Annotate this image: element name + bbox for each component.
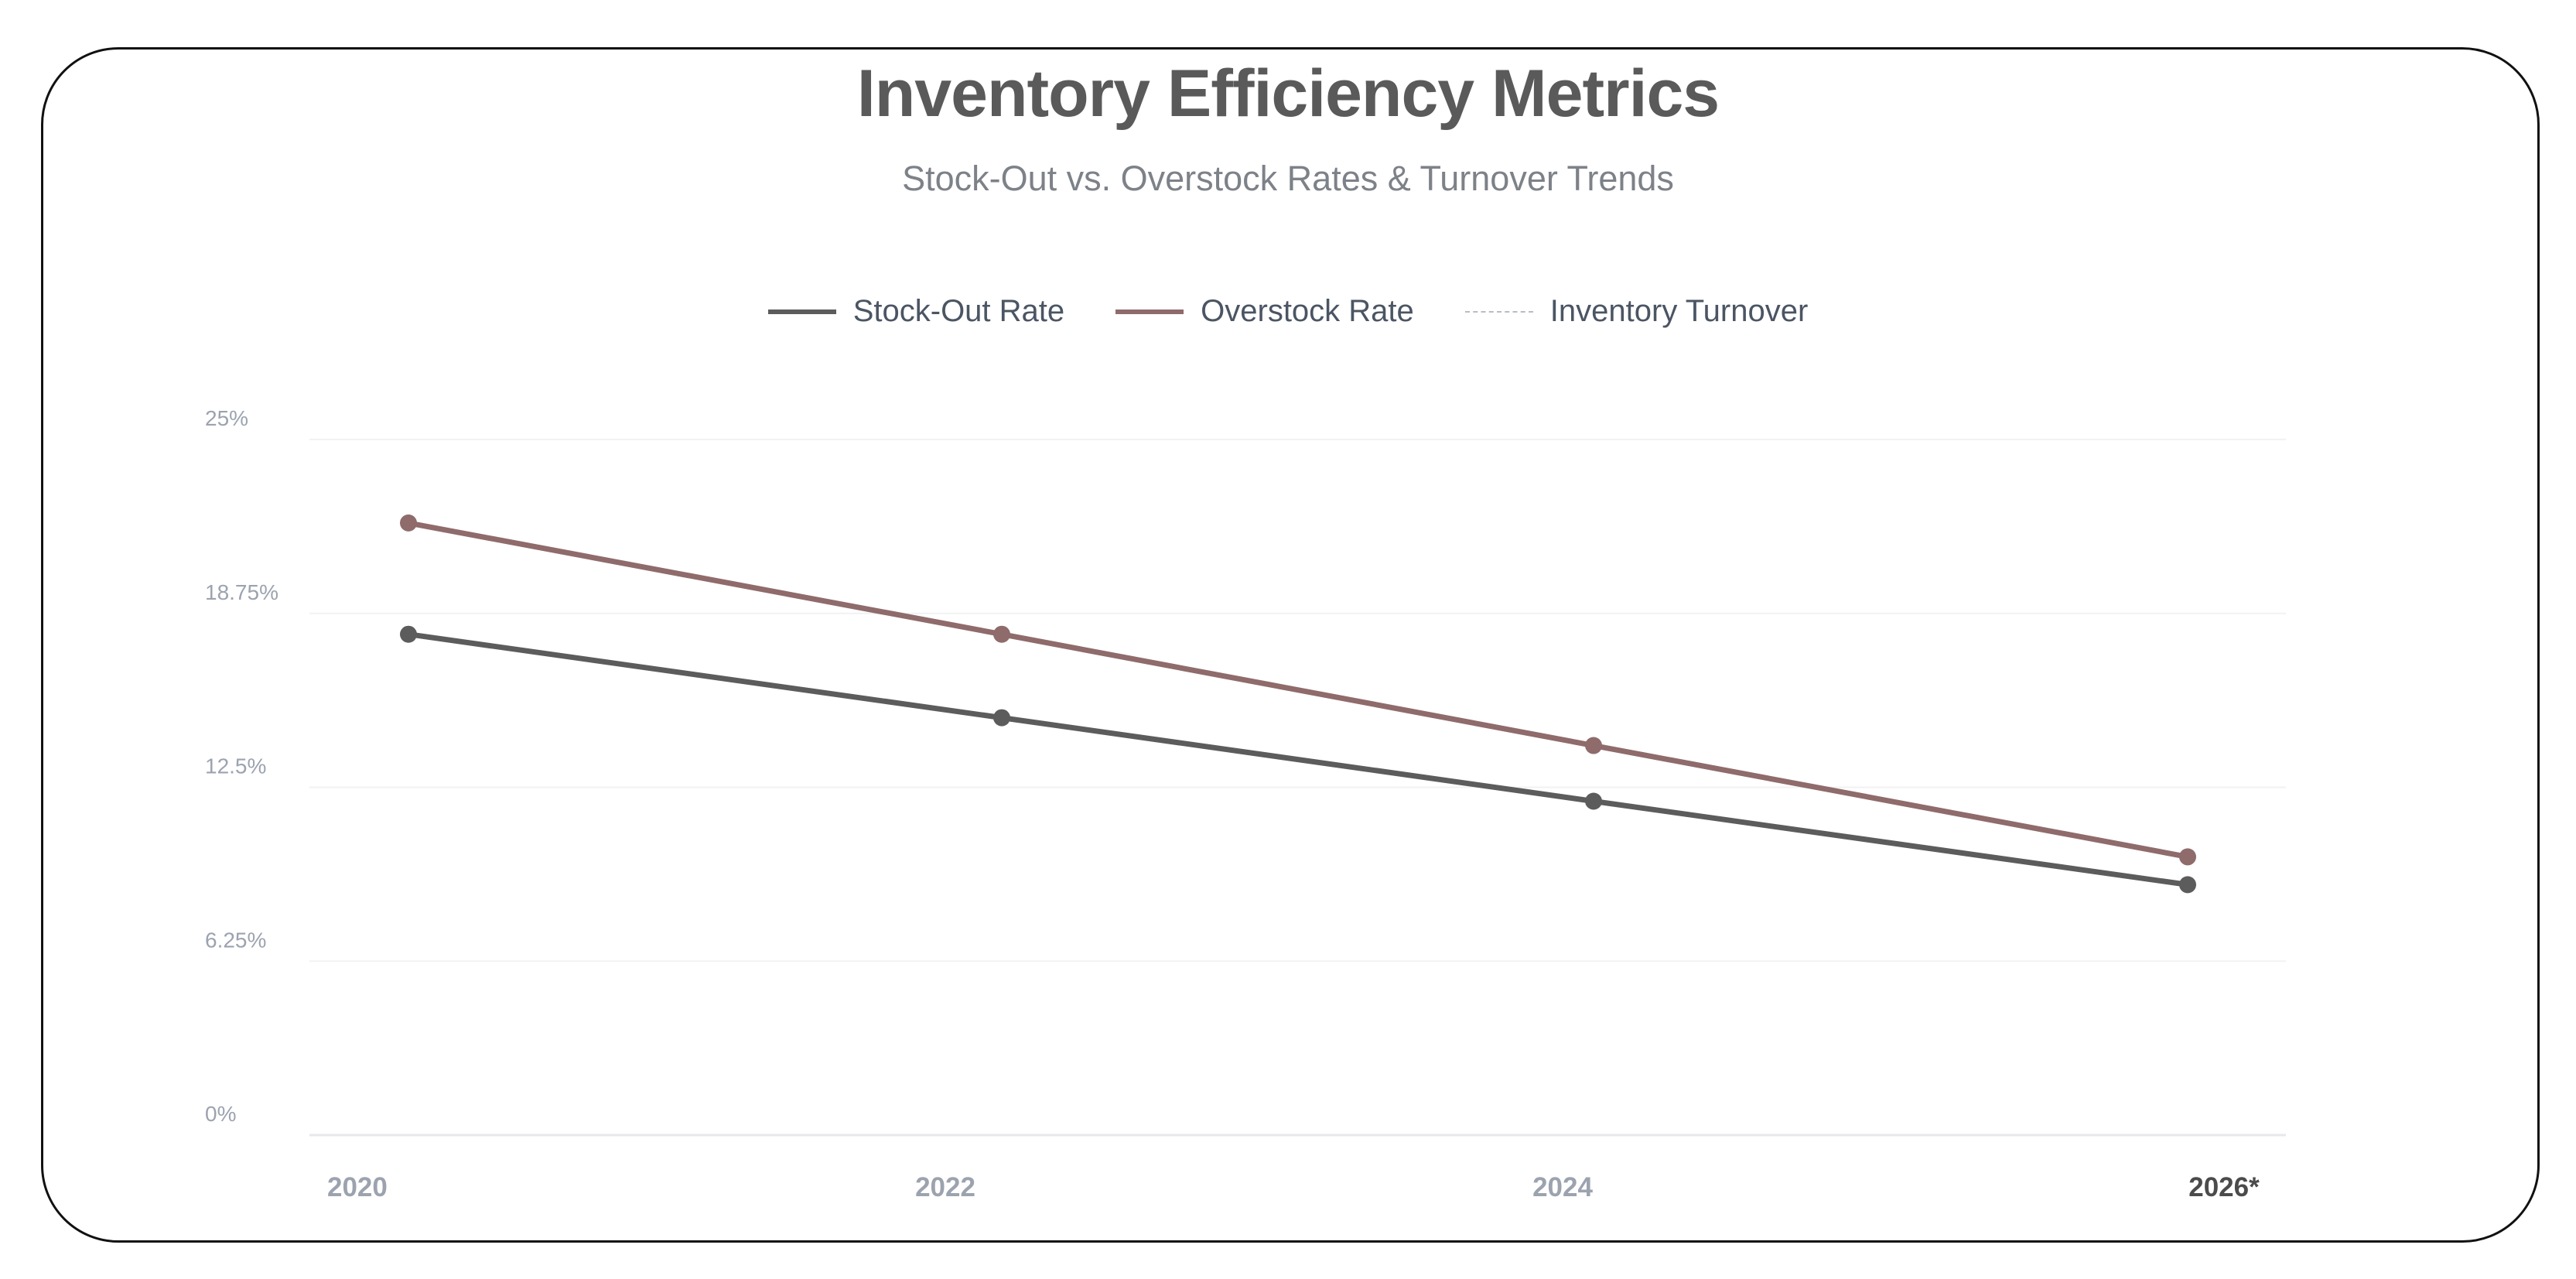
- legend-label-stock-out: Stock-Out Rate: [852, 294, 1065, 328]
- legend-label-overstock: Overstock Rate: [1201, 294, 1414, 328]
- data-point: [2179, 876, 2196, 894]
- data-point: [993, 709, 1010, 727]
- legend-swatch-overstock: [1115, 309, 1184, 314]
- chart-subtitle: Stock-Out vs. Overstock Rates & Turnover…: [902, 159, 1674, 198]
- x-axis: 2020 2022 2024 2026*: [327, 1172, 2260, 1202]
- y-tick-label: 18.75%: [205, 580, 278, 604]
- x-tick-label: 2024: [1532, 1172, 1593, 1202]
- legend-swatch-stock-out: [767, 309, 836, 314]
- series-line-0: [405, 631, 2191, 887]
- y-tick-label: 12.5%: [205, 754, 266, 778]
- y-tick-label: 0%: [205, 1102, 236, 1126]
- chart-title: Inventory Efficiency Metrics: [856, 56, 1720, 131]
- legend-label-turnover: Inventory Turnover: [1549, 294, 1809, 328]
- chart-card: [41, 47, 2540, 1243]
- legend-swatch-turnover: [1464, 310, 1533, 313]
- x-tick-label: 2022: [915, 1172, 975, 1202]
- data-point: [1585, 792, 1602, 810]
- y-axis: 0% 6.25% 12.5% 18.75% 25%: [205, 406, 278, 1126]
- grid-lines: [309, 439, 2286, 1137]
- data-point: [993, 625, 1010, 643]
- y-tick-label: 25%: [205, 406, 248, 430]
- y-tick-label: 6.25%: [205, 928, 266, 952]
- data-point: [400, 514, 417, 532]
- chart-legend: Stock-Out Rate Overstock Rate Inventory …: [0, 294, 2576, 329]
- legend-item-stock-out[interactable]: Stock-Out Rate: [767, 294, 1065, 329]
- series-lines: [400, 514, 2196, 894]
- legend-item-turnover[interactable]: Inventory Turnover: [1464, 294, 1809, 329]
- x-tick-label: 2020: [327, 1172, 388, 1202]
- x-tick-label: 2026*: [2188, 1172, 2260, 1202]
- series-line-1: [405, 520, 2191, 860]
- legend-item-overstock[interactable]: Overstock Rate: [1115, 294, 1414, 329]
- data-point: [1585, 737, 1602, 754]
- data-point: [400, 625, 417, 643]
- data-point: [2179, 848, 2196, 866]
